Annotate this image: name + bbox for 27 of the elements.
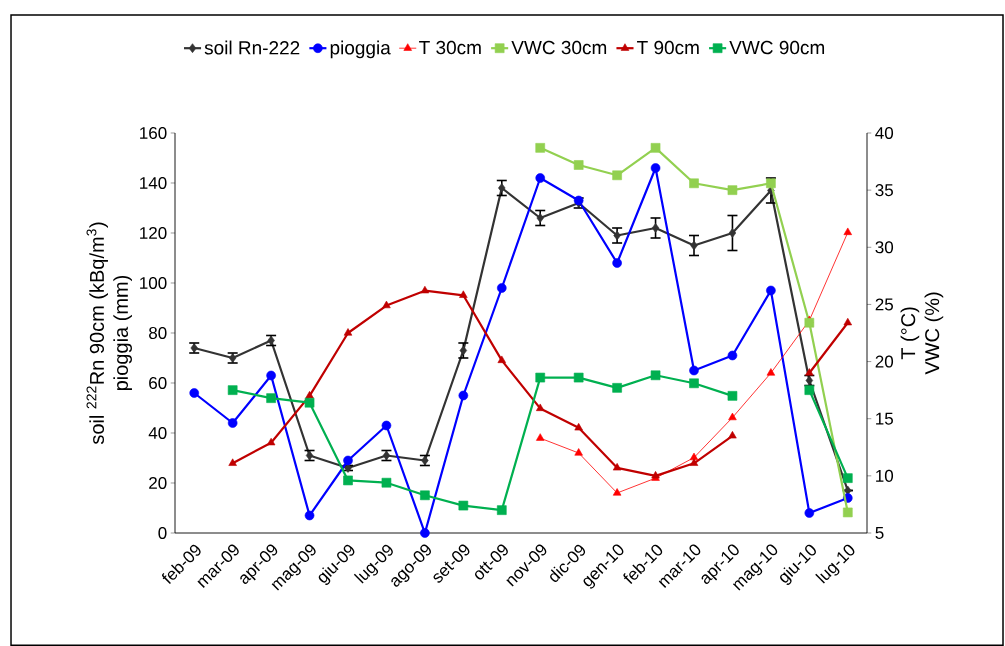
legend-label: T 90cm <box>637 40 699 55</box>
y-tick-label: 160 <box>140 126 167 140</box>
y-tick-label: 20 <box>149 476 167 490</box>
legend-label: pioggia <box>330 40 391 59</box>
text: VWC (%) <box>924 292 944 375</box>
y-tick-label: 120 <box>140 226 167 240</box>
text: T (°C) <box>900 307 920 360</box>
y2-tick-label: 40 <box>875 126 894 140</box>
y2-tick-label: 30 <box>875 241 894 254</box>
y2-tick-label: 35 <box>875 184 893 197</box>
text: pioggia (mm) <box>113 275 132 391</box>
y2-tick-label: 25 <box>875 298 893 311</box>
y2-tick-label: 20 <box>875 355 894 368</box>
text: soil $^{222}$Rn 90cm (kBq/m$^{3}$) <box>86 222 108 445</box>
y-tick-label: 80 <box>149 326 167 340</box>
y-tick-label: 140 <box>140 176 167 190</box>
y-tick-label: 100 <box>140 276 167 290</box>
legend-label: soil Rn-222 <box>204 40 300 55</box>
y2-tick-label: 10 <box>876 469 894 482</box>
legend-label: VWC 90cm <box>729 40 825 55</box>
legend-label: VWC 30cm <box>511 40 607 55</box>
legend-label: T 30cm <box>419 40 481 55</box>
y-tick-label: 60 <box>149 376 167 390</box>
y-tick-label: 0 <box>158 526 167 540</box>
y2-tick-label: 5 <box>875 527 884 539</box>
y2-tick-label: 15 <box>876 412 893 425</box>
y-tick-label: 40 <box>148 426 167 440</box>
